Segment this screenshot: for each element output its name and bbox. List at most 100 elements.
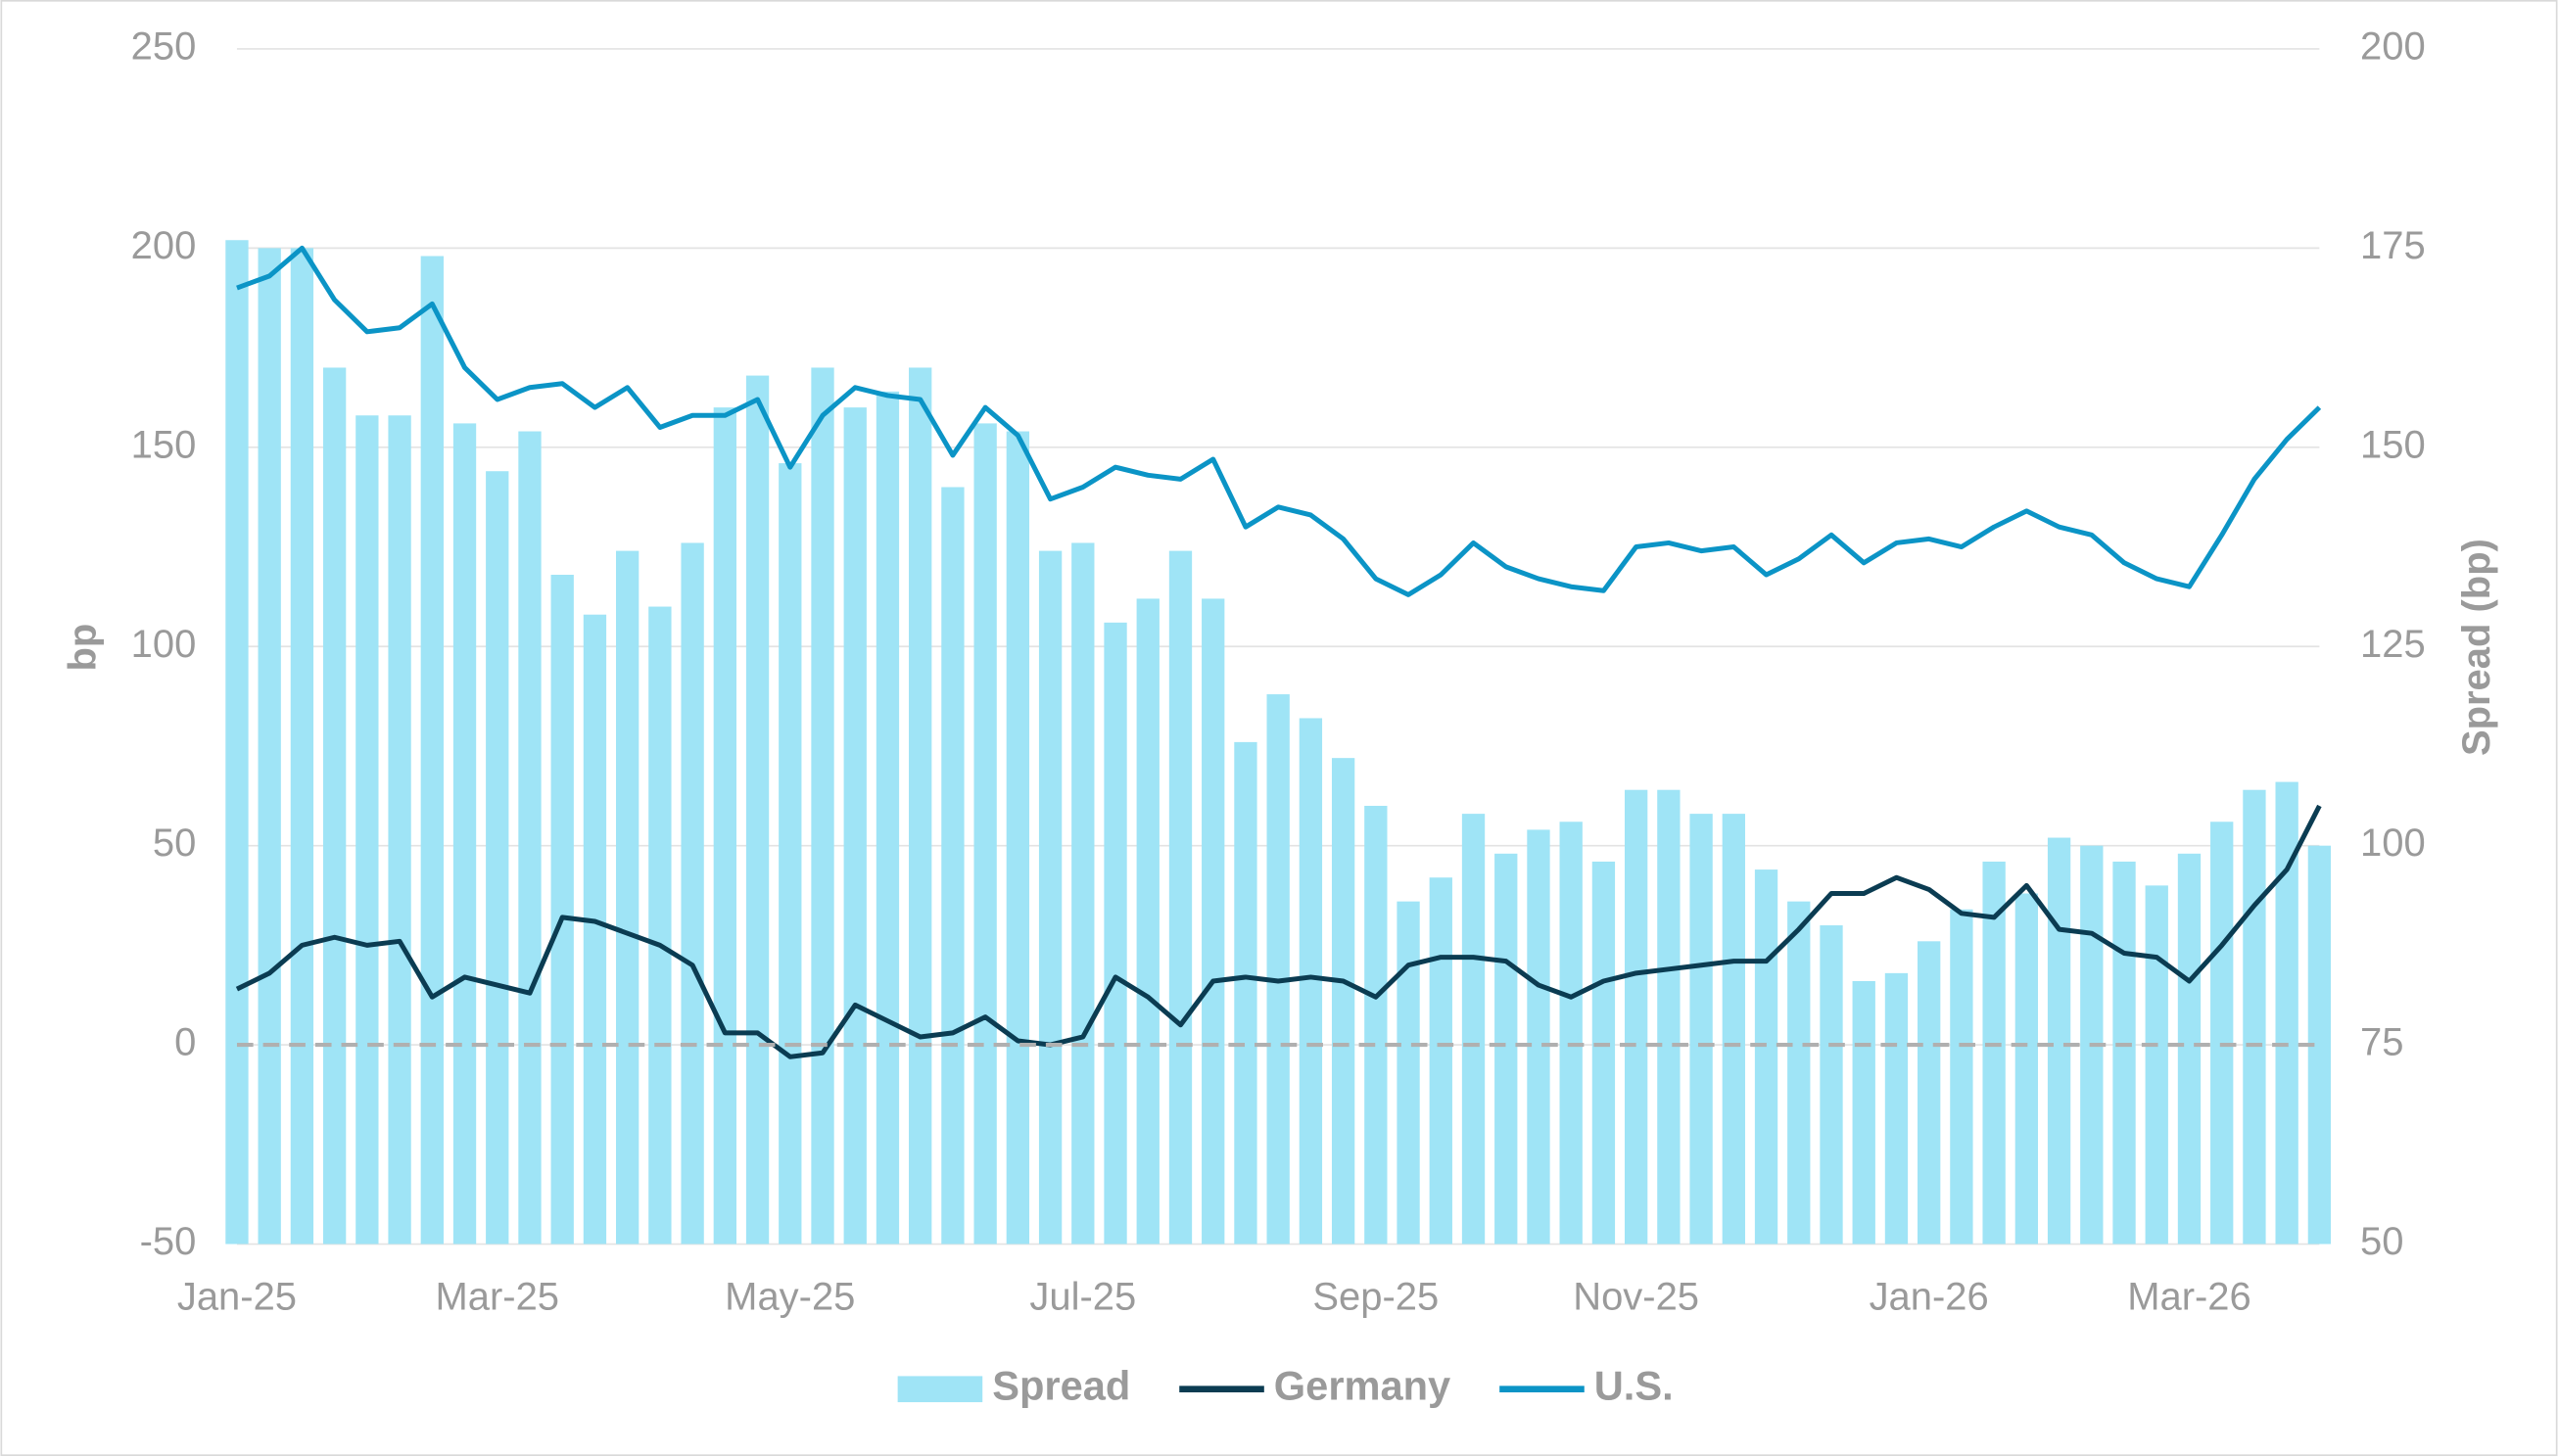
bar [2047, 837, 2071, 1245]
line [235, 804, 2322, 1059]
bar [1559, 822, 1583, 1245]
bar [1982, 861, 2006, 1245]
x-tick-label: Jul-25 [1029, 1276, 1136, 1319]
bar [973, 423, 997, 1245]
bar [1397, 901, 1420, 1245]
y-tick-label: -50 [140, 1220, 197, 1263]
y2-tick-label: 200 [2360, 25, 2426, 69]
bar [258, 248, 281, 1245]
bar [1234, 741, 1257, 1245]
bar [1331, 758, 1355, 1245]
legend-item: Germany [1179, 1363, 1450, 1409]
y-axis-title: bp [62, 624, 105, 672]
bar [2243, 789, 2266, 1245]
legend-label: Germany [1274, 1363, 1450, 1409]
x-tick-label: Mar-25 [435, 1276, 559, 1319]
bar [681, 542, 704, 1245]
bar [2145, 885, 2168, 1245]
bar [1299, 718, 1323, 1245]
bar [518, 431, 542, 1245]
bar [1006, 431, 1030, 1245]
bar [1852, 981, 1875, 1245]
bar [1038, 550, 1063, 1245]
legend-item: U.S. [1499, 1363, 1674, 1409]
bar [1918, 941, 1941, 1245]
bar [322, 367, 347, 1245]
bar [452, 423, 477, 1245]
bar [2210, 822, 2234, 1245]
line [236, 245, 2322, 597]
y-tick-label: 200 [131, 224, 197, 267]
bar [388, 415, 411, 1245]
y-tick-label: 0 [174, 1021, 196, 1064]
bar [2112, 861, 2136, 1245]
bar [2177, 853, 2202, 1245]
y-tick-label: 250 [131, 25, 197, 69]
bar [713, 407, 736, 1245]
bar [225, 240, 249, 1245]
bar [745, 375, 770, 1245]
bar [616, 550, 640, 1245]
legend-label: Spread [992, 1363, 1130, 1409]
bar [648, 606, 672, 1245]
bar [779, 463, 802, 1245]
bar [2275, 781, 2298, 1245]
bar [1136, 598, 1160, 1245]
y2-tick-label: 125 [2360, 623, 2426, 666]
bar [843, 407, 867, 1245]
bar [1689, 814, 1713, 1245]
x-tick-label: Jan-25 [177, 1276, 297, 1319]
bar [486, 471, 509, 1245]
bar [811, 367, 834, 1245]
y-tick-label: 100 [131, 623, 197, 666]
bar [355, 415, 379, 1245]
bar [1527, 829, 1550, 1245]
bar [1202, 598, 1225, 1245]
bar [1787, 901, 1811, 1245]
bar [941, 487, 965, 1245]
x-tick-label: Mar-26 [2127, 1276, 2251, 1319]
bar [290, 248, 314, 1245]
labels: -50 0 50 100 150 200 250 50 75 100 125 150 175 200 Jan… [131, 25, 2426, 1319]
legend-label: U.S. [1594, 1363, 1674, 1409]
y2-tick-label: 175 [2360, 224, 2426, 267]
bar [1364, 805, 1388, 1245]
bar [1104, 622, 1127, 1245]
bar [1754, 869, 1778, 1245]
bar [1624, 789, 1648, 1245]
y2-tick-label: 100 [2360, 822, 2426, 865]
bar [1591, 861, 1616, 1245]
y-tick-label: 50 [153, 822, 196, 865]
y-tick-label: 150 [131, 423, 197, 466]
legend-item: Spread [897, 1363, 1130, 1409]
bar [876, 391, 900, 1245]
x-tick-label: Jan-26 [1870, 1276, 1989, 1319]
bar [1168, 550, 1193, 1245]
bar [1429, 877, 1452, 1245]
bar [1950, 909, 1973, 1245]
x-tick-label: Nov-25 [1573, 1276, 1699, 1319]
legend: Spread Germany U.S. [897, 1363, 1674, 1409]
y2-tick-label: 50 [2360, 1220, 2403, 1263]
y2-tick-label: 150 [2360, 423, 2426, 466]
bar [1266, 694, 1290, 1245]
bar [1657, 789, 1681, 1245]
bar [583, 614, 607, 1245]
bar [2014, 893, 2039, 1245]
x-tick-label: Sep-25 [1312, 1276, 1439, 1319]
y2-axis-title: Spread (bp) [2455, 539, 2498, 756]
bar [909, 367, 932, 1245]
x-tick-label: May-25 [725, 1276, 855, 1319]
bar [2307, 845, 2332, 1245]
lines [235, 245, 2322, 1059]
bar [550, 575, 574, 1245]
y2-tick-label: 75 [2360, 1021, 2403, 1064]
bar [1820, 925, 1843, 1245]
bar [1494, 853, 1518, 1245]
bar [1884, 972, 1909, 1245]
bar [1461, 814, 1486, 1245]
bar [1071, 542, 1095, 1245]
bar [420, 256, 444, 1245]
